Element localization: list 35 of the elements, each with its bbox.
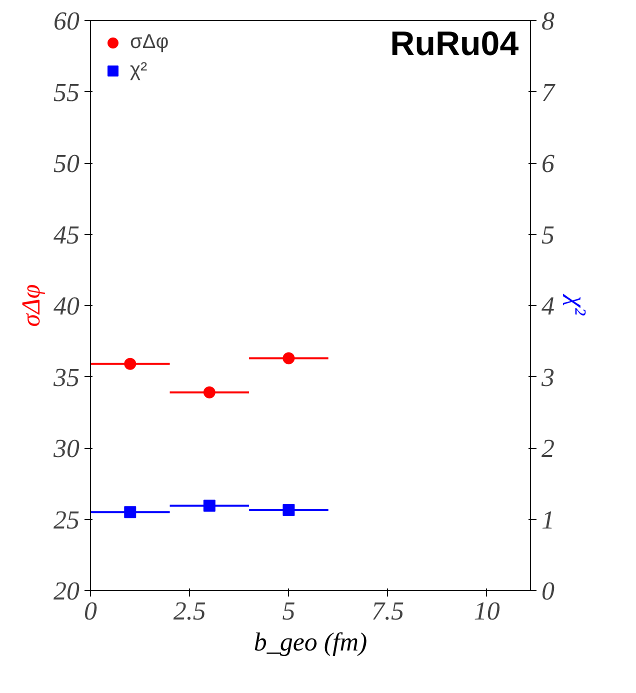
y2-tick-label: 0 <box>542 576 554 606</box>
x-tick-label: 5 <box>282 596 296 626</box>
chart-title: RuRu04 <box>390 24 519 63</box>
y2-axis-title: χ² <box>562 292 592 316</box>
x-tick-label: 10 <box>474 596 500 626</box>
y2-tick-label: 1 <box>542 505 554 534</box>
x-tick-label: 7.5 <box>372 596 404 626</box>
legend-label: χ² <box>130 59 148 82</box>
y-tick-label: 30 <box>52 434 80 463</box>
x-tick-label: 2.5 <box>173 596 206 626</box>
y2-tick-label: 7 <box>542 78 556 107</box>
point <box>282 504 295 516</box>
y-tick-label: 45 <box>54 220 80 250</box>
y-tick-label: 55 <box>54 78 80 107</box>
point <box>124 358 136 370</box>
y2-tick-label: 5 <box>542 220 554 250</box>
y-axis-title: σΔφ <box>16 284 46 327</box>
y2-tick-label: 6 <box>542 149 554 178</box>
legend-label: σΔφ <box>130 31 169 54</box>
point <box>282 352 295 364</box>
y-tick-label: 35 <box>52 362 80 392</box>
point <box>203 386 216 398</box>
y2-tick-label: 2 <box>542 434 554 463</box>
x-axis-title: b_geo (fm) <box>254 628 368 656</box>
y2-tick-label: 3 <box>540 362 554 392</box>
point <box>203 500 216 512</box>
y2-tick-label: 4 <box>542 292 554 320</box>
y-tick-label: 50 <box>54 149 80 178</box>
y2-tick-label: 8 <box>542 6 554 36</box>
y-tick-label: 20 <box>54 576 80 606</box>
x-tick-label: 0 <box>84 596 97 626</box>
y-tick-label: 40 <box>54 292 80 320</box>
y-tick-label: 25 <box>54 505 80 534</box>
y-tick-label: 60 <box>54 6 80 36</box>
point <box>124 506 136 518</box>
